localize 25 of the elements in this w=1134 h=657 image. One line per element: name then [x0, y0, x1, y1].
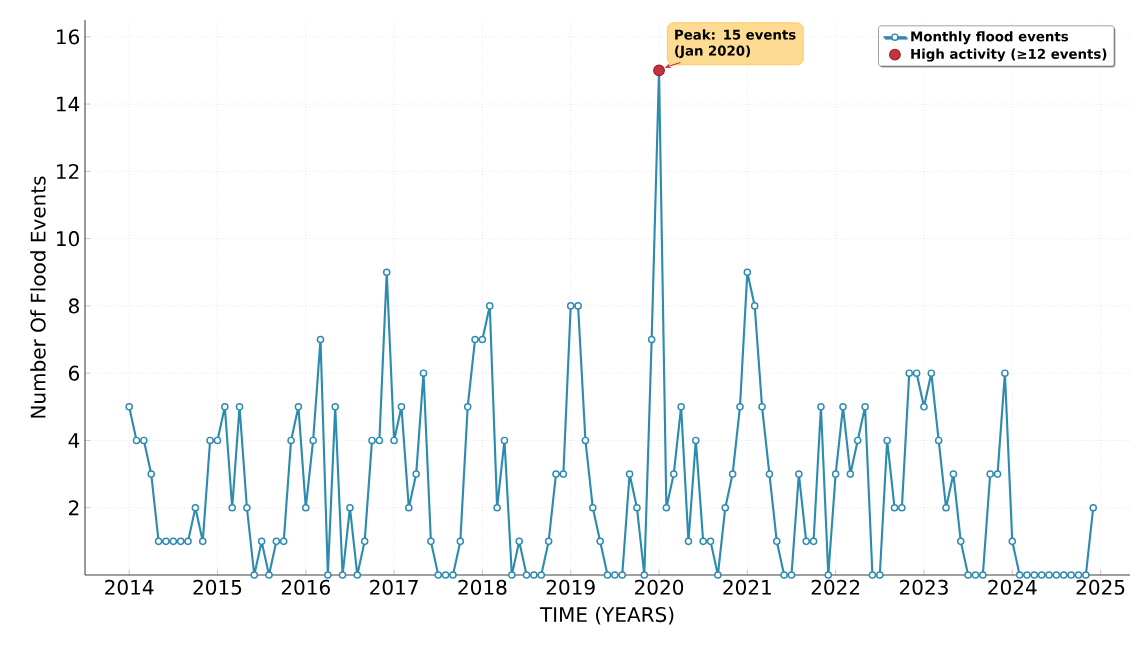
y-tick-label: 14 [57, 96, 80, 112]
y-tick-label: 8 [68, 298, 79, 314]
x-tick-label: 2020 [635, 579, 684, 595]
y-tick-label: 10 [57, 231, 79, 247]
x-tick-label: 2025 [1076, 579, 1125, 595]
x-tick-label: 2021 [723, 579, 771, 595]
x-tick-label: 2024 [988, 579, 1037, 595]
y-tick-label: 2 [69, 500, 79, 516]
x-tick-label: 2016 [281, 579, 330, 595]
x-tick-label: 2014 [105, 579, 154, 595]
y-tick-label: 6 [68, 365, 80, 381]
annotation: Peak: 15 events (Jan 2020) [675, 29, 796, 59]
x-tick-label: 2018 [458, 579, 507, 595]
x-tick-label: 2019 [546, 579, 595, 595]
y-tick-label: 12 [57, 163, 79, 179]
x-tick-label: 2015 [193, 579, 242, 595]
y-tick-label: 16 [57, 29, 80, 45]
x-tick-label: 2022 [811, 579, 860, 595]
x-tick-label: 2017 [370, 579, 418, 595]
x-axis-title: TIME (YEARS) [539, 606, 674, 625]
y-axis-title: Number Of Flood Events [30, 176, 46, 418]
x-tick-label: 2023 [899, 579, 948, 595]
legend-label: High activity (≥12 events) [911, 48, 1107, 62]
legend-label: Monthly flood events [911, 31, 1069, 45]
y-tick-label: 4 [68, 433, 80, 448]
